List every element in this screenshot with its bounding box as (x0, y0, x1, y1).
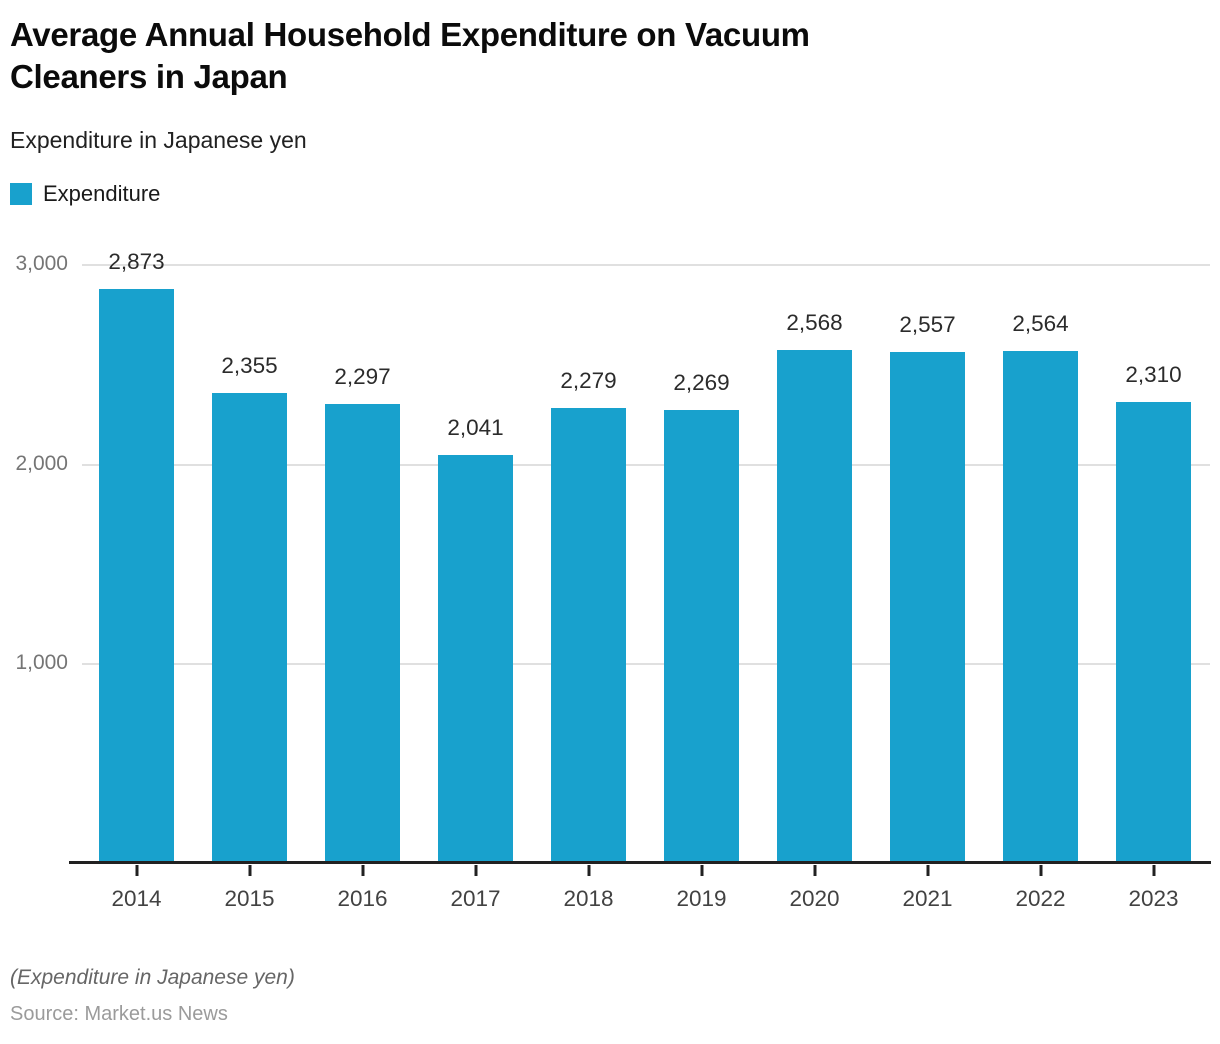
x-axis-tick-2020 (813, 865, 816, 876)
legend-label-expenditure: Expenditure (43, 181, 161, 206)
bar-2017: 2,041 (438, 415, 513, 863)
y-axis-label-2000: 2,000 (15, 451, 68, 475)
bar-slot-2022: 2,564 2022 (984, 264, 1097, 911)
gridline-3000 (82, 264, 1210, 266)
y-axis-label-1000: 1,000 (15, 651, 68, 675)
x-axis-tick-2014 (135, 865, 138, 876)
bar-slot-2020: 2,568 2020 (758, 264, 871, 911)
x-axis-label-2020: 2020 (789, 886, 840, 911)
bar-slot-2023: 2,310 2023 (1097, 264, 1210, 911)
page-title-line-1: Average Annual Household Expenditure on … (10, 16, 810, 53)
bar-slot-2017: 2,041 2017 (419, 264, 532, 911)
bar-slot-2015: 2,355 2015 (193, 264, 306, 911)
bar-value-label-2014: 2,873 (108, 249, 165, 275)
bar-2022: 2,564 (1003, 311, 1078, 863)
bar-value-label-2020: 2,568 (786, 310, 843, 336)
bar-value-label-2019: 2,269 (673, 369, 730, 395)
page-title-line-2: Cleaners in Japan (10, 58, 288, 95)
bar-value-label-2018: 2,279 (560, 367, 617, 393)
bar-2023: 2,310 (1116, 362, 1191, 863)
x-axis-label-2016: 2016 (337, 886, 388, 911)
chart-footer: (Expenditure in Japanese yen) Source: Ma… (10, 966, 1210, 1026)
bar-slot-2014: 2,873 2014 (80, 249, 193, 911)
bar-value-label-2022: 2,564 (1012, 311, 1069, 337)
bar-value-label-2021: 2,557 (899, 312, 956, 338)
bar-slot-2019: 2,269 2019 (645, 264, 758, 911)
x-axis-label-2019: 2019 (676, 886, 727, 911)
x-axis-tick-2016 (361, 865, 364, 876)
bar-2014: 2,873 (99, 249, 174, 863)
x-axis-tick-2015 (248, 865, 251, 876)
chart-legend: Expenditure (10, 181, 1210, 207)
footer-note: (Expenditure in Japanese yen) (10, 966, 295, 989)
bar-2018: 2,279 (551, 368, 626, 863)
x-axis-label-2015: 2015 (224, 886, 275, 911)
bar-slot-2016: 2,297 2016 (306, 264, 419, 911)
x-axis-tick-2018 (587, 865, 590, 876)
x-axis-label-2023: 2023 (1128, 886, 1179, 911)
bar-value-label-2017: 2,041 (447, 415, 504, 441)
x-axis-tick-2023 (1152, 865, 1155, 876)
x-axis-label-2022: 2022 (1015, 886, 1066, 911)
x-axis-line (69, 861, 1211, 864)
bar-chart: 2,873 2014 2,355 2015 2,297 2016 2,041 2017 2,27… (10, 249, 1211, 911)
x-axis-label-2014: 2014 (111, 886, 162, 911)
x-axis-label-2018: 2018 (563, 886, 614, 911)
page-title: Average Annual Household Expenditure on … (10, 14, 1210, 98)
bar-2021: 2,557 (890, 312, 965, 863)
bar-slot-2021: 2,557 2021 (871, 264, 984, 911)
legend-swatch-expenditure (10, 183, 32, 205)
y-axis-label-3000: 3,000 (15, 252, 68, 275)
gridline-2000 (82, 463, 1210, 466)
chart-subtitle: Expenditure in Japanese yen (10, 127, 307, 153)
bar-value-label-2023: 2,310 (1125, 361, 1182, 387)
x-axis-label-2017: 2017 (450, 886, 501, 911)
x-axis-tick-2019 (700, 865, 703, 876)
bar-2019: 2,269 (664, 370, 739, 863)
gridline-1000 (82, 663, 1210, 666)
x-axis-tick-2017 (474, 865, 477, 876)
plot-area: 2,873 2014 2,355 2015 2,297 2016 2,041 2017 2,27… (15, 249, 1211, 911)
x-axis-tick-2022 (1039, 865, 1042, 876)
x-axis-label-2021: 2021 (902, 886, 953, 911)
bar-value-label-2015: 2,355 (221, 352, 278, 378)
x-axis-tick-2021 (926, 865, 929, 876)
bar-slot-2018: 2,279 2018 (532, 264, 645, 911)
bar-2015: 2,355 (212, 353, 287, 863)
bar-2016: 2,297 (325, 364, 400, 863)
bar-value-label-2016: 2,297 (334, 364, 391, 390)
bar-2020: 2,568 (777, 310, 852, 863)
footer-source: Source: Market.us News (10, 1003, 228, 1025)
bars-row: 2,873 2014 2,355 2015 2,297 2016 2,041 2017 2,27… (80, 249, 1210, 911)
